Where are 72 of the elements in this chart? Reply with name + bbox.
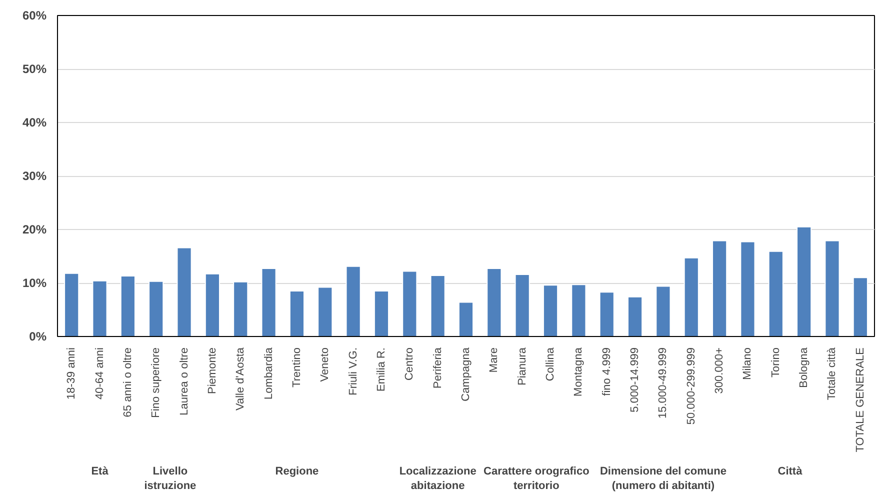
x-tick-label: fino 4.999 bbox=[600, 347, 613, 396]
y-tick-label: 50% bbox=[22, 62, 47, 76]
bar bbox=[514, 274, 530, 336]
text: Localizzazione abitazione bbox=[399, 466, 476, 492]
bar bbox=[120, 276, 136, 336]
text: Carattere orografico territorio bbox=[484, 466, 590, 492]
text: Età bbox=[91, 466, 110, 478]
x-tick-label: Totale città bbox=[826, 346, 838, 400]
bar bbox=[289, 290, 305, 336]
y-tick-label: 10% bbox=[22, 276, 47, 290]
bar bbox=[402, 270, 418, 336]
bar bbox=[148, 280, 164, 336]
bar bbox=[346, 266, 361, 336]
bar bbox=[768, 250, 784, 336]
text: Città bbox=[778, 466, 804, 478]
x-tick-label: Collina bbox=[544, 346, 557, 382]
x-tick-label: Periferia bbox=[432, 346, 444, 388]
y-tick-label: 20% bbox=[22, 222, 47, 236]
bar bbox=[430, 275, 446, 336]
x-tick-label: 40-64 anni bbox=[94, 347, 106, 400]
bar bbox=[233, 281, 248, 336]
text: Dimensione del comune (numero di abitanti) bbox=[600, 466, 726, 492]
bar bbox=[64, 272, 80, 336]
bar bbox=[599, 292, 614, 336]
bar bbox=[486, 268, 502, 336]
bar bbox=[796, 226, 812, 336]
bar bbox=[542, 284, 558, 336]
x-tick-label: Piemonte bbox=[206, 347, 218, 394]
bar bbox=[627, 296, 643, 336]
x-tick-label: 15.000-49.999 bbox=[657, 348, 670, 418]
y-tick-label: 60% bbox=[22, 8, 47, 22]
y-tick-label: 30% bbox=[22, 169, 47, 183]
bar bbox=[712, 240, 728, 336]
x-tick-label: Veneto bbox=[319, 347, 332, 382]
bar bbox=[571, 284, 586, 336]
y-tick-label: 40% bbox=[22, 116, 47, 130]
x-tick-label: Valle d'Aosta bbox=[234, 346, 247, 411]
x-tick-label: Laurea o oltre bbox=[178, 347, 190, 416]
x-tick-label: Campagna bbox=[460, 346, 472, 402]
bar bbox=[458, 302, 474, 336]
bar bbox=[852, 277, 868, 336]
y-tick-label: 0% bbox=[29, 330, 47, 344]
x-tick-label: Trentino bbox=[290, 347, 303, 388]
x-tick-label: Montagna bbox=[572, 346, 585, 396]
bar bbox=[656, 286, 671, 336]
x-tick-label: Lombardia bbox=[262, 346, 275, 400]
bar bbox=[684, 257, 699, 336]
bar bbox=[824, 240, 840, 336]
text: Regione bbox=[275, 466, 319, 478]
bar bbox=[374, 290, 390, 336]
x-tick-label: Emilia R. bbox=[375, 347, 388, 392]
bar bbox=[204, 273, 220, 336]
bar bbox=[176, 247, 192, 336]
x-tick-label: Friuli V.G. bbox=[347, 347, 360, 396]
x-tick-label: 5.000-14.999 bbox=[629, 347, 642, 412]
x-tick-label: Centro bbox=[404, 347, 416, 381]
x-tick-label: Bologna bbox=[798, 346, 810, 388]
x-tick-label: Fino superiore bbox=[150, 347, 162, 418]
bar bbox=[261, 268, 276, 336]
x-tick-label: 50.000-299.999 bbox=[685, 347, 698, 425]
x-tick-label: 18-39 anni bbox=[66, 347, 78, 400]
x-tick-label: Mare bbox=[488, 348, 500, 373]
x-tick-label: TOTALE GENERALE bbox=[854, 347, 866, 452]
bar bbox=[740, 241, 756, 336]
x-tick-label: 65 anni o oltre bbox=[122, 348, 134, 418]
x-tick-label: Torino bbox=[770, 347, 782, 378]
x-tick-label: Milano bbox=[742, 348, 754, 380]
x-tick-label: Pianura bbox=[516, 346, 528, 386]
bar bbox=[92, 280, 108, 336]
bar bbox=[318, 286, 333, 336]
text: Livello istruzione bbox=[144, 466, 196, 492]
x-tick-label: 300.000+ bbox=[714, 348, 726, 394]
